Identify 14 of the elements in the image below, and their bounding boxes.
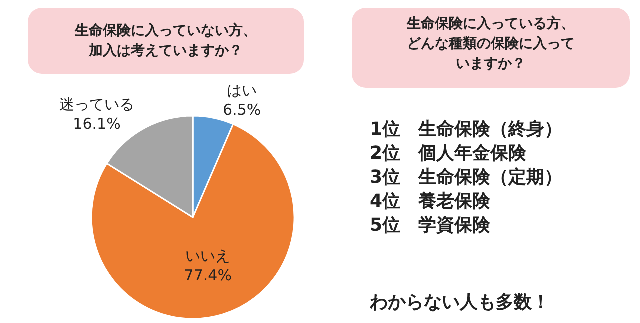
data-label: 6.5% — [223, 100, 262, 119]
chart-title: 生命保険に入っていない方、加入は考えていますか？ — [74, 22, 258, 61]
slice-label: いいえ — [186, 247, 231, 266]
data-label: 77.4% — [184, 266, 232, 285]
text: 5位 学資保険 — [370, 215, 491, 236]
slice-label: 迷っている — [60, 96, 134, 114]
text: 生命保険に入っている方、どんな種類の保険に入っていますか？ — [406, 14, 576, 74]
text: 3位 生命保険（定期） — [370, 167, 563, 188]
text: わからない人も多数！ — [370, 291, 550, 314]
text: 1位 生命保険（終身） — [370, 119, 563, 140]
slice-label: はい — [227, 81, 258, 100]
text: 4位 養老保険 — [370, 191, 491, 212]
data-label: 16.1% — [73, 115, 121, 134]
text: 2位 個人年金保険 — [370, 143, 527, 164]
